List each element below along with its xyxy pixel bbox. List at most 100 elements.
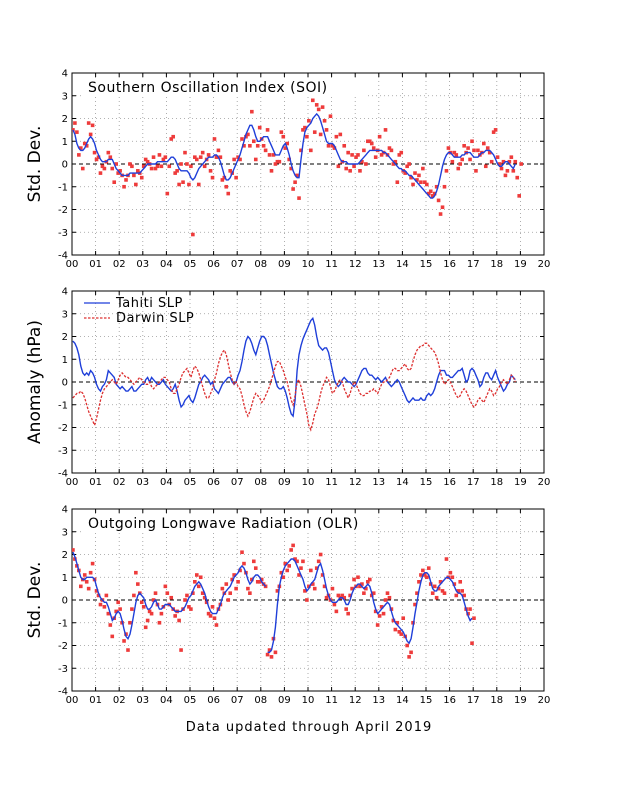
data-point [194,573,199,577]
x-tick-label: 10 [302,477,315,488]
data-point [367,139,372,144]
data-point [324,128,329,132]
data-point [141,605,146,609]
data-point [340,593,345,598]
data-point [503,173,508,178]
data-point [452,582,457,586]
x-tick-label: 17 [467,259,480,270]
data-point [419,573,423,577]
data-point [255,580,260,584]
data-point [381,611,386,616]
data-point [293,557,297,561]
data-point [434,184,439,189]
data-point [505,169,510,173]
x-tick-label: 01 [89,259,102,270]
data-point [100,164,105,169]
data-point [432,584,437,589]
data-point [167,164,172,169]
data-point [139,600,144,605]
data-point [356,153,360,157]
data-point [417,173,421,178]
y-tick-label: 4 [62,287,68,298]
data-point [84,144,89,148]
data-point [149,611,154,616]
x-tick-label: 01 [89,477,102,488]
series-layer [72,98,523,237]
data-point [281,575,286,580]
x-tick-label: 09 [278,259,291,270]
data-point [501,159,506,164]
data-point [169,137,174,141]
data-point [90,561,95,566]
data-point [421,166,425,171]
data-point [122,184,126,189]
data-point [407,162,411,166]
data-point [287,564,291,568]
data-point [214,155,219,159]
x-tick-label: 05 [184,259,197,270]
data-point [265,128,270,132]
data-point [440,205,445,210]
x-tick-label: 00 [66,477,79,488]
data-point [283,146,288,150]
data-point [118,607,122,611]
data-point [307,118,311,123]
x-tick-label: 15 [420,695,433,706]
series-layer [72,316,516,432]
data-point [366,139,370,144]
legend-label: Tahiti SLP [115,296,183,311]
panel-1: 00 01 02 03 04 05 06 07 08 09 10 11 12 13 14 15 16 17 18 19… [25,69,550,271]
data-point [72,548,75,552]
data-point [397,153,402,157]
data-point [183,150,187,155]
data-point [96,155,101,159]
y-axis-label: Std. Dev. [25,562,45,639]
data-point [116,600,120,605]
data-point [432,191,437,196]
data-point [289,548,293,552]
data-point [499,166,504,171]
data-point [165,191,170,196]
y-tick-label: -3 [58,664,68,675]
data-point [450,575,455,580]
y-tick-label: -1 [58,400,68,411]
data-point [279,570,284,575]
data-point [440,589,445,593]
data-point [483,164,488,169]
data-point [375,623,380,627]
data-point [426,191,431,196]
data-point [283,561,288,566]
data-point [446,146,451,150]
data-point [287,157,291,162]
x-tick-label: 02 [113,259,126,270]
data-point [149,166,154,171]
data-point [468,157,472,162]
data-point [261,144,266,148]
x-tick-label: 18 [490,259,503,270]
y-tick-label: -2 [58,641,68,652]
x-tick-label: 16 [443,695,456,706]
data-point [405,164,409,169]
data-point [444,169,449,173]
data-point [151,598,156,602]
y-tick-label: -4 [58,469,68,480]
x-tick-label: 09 [278,695,291,706]
data-point [407,655,411,659]
data-point [346,150,350,155]
y-tick-label: 0 [62,160,68,171]
data-point [405,643,409,648]
data-point [155,164,160,169]
data-point [415,178,419,182]
data-point [462,593,466,598]
data-point [350,153,354,157]
data-point [132,593,136,598]
data-point [265,652,270,657]
data-point [377,134,382,139]
data-point [191,232,195,237]
x-tick-label: 10 [302,259,315,270]
data-point [139,175,144,180]
data-point [250,109,254,114]
data-point [275,159,280,164]
data-point [118,169,122,173]
data-point [373,609,378,614]
